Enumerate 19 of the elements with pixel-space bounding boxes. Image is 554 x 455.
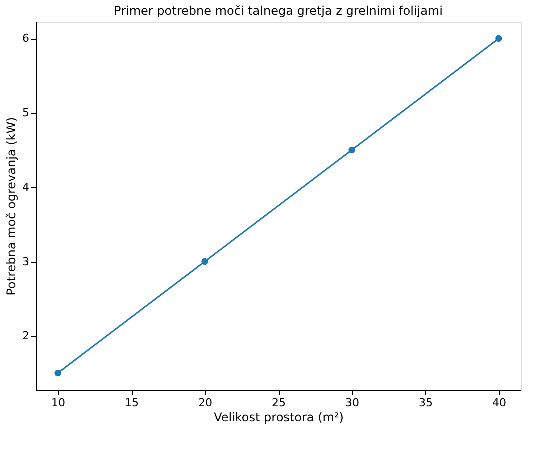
y-tick-label: 2	[22, 330, 30, 343]
y-tick-label: 6	[22, 32, 30, 46]
x-tick-label: 15	[125, 396, 140, 410]
point	[202, 258, 208, 266]
x-tick-label: 10	[52, 396, 66, 410]
point	[496, 35, 502, 42]
x-tick-label: 20	[198, 396, 213, 410]
chart-title: Primer potrebne moči talnega gretja z grelnimi folijami	[114, 4, 443, 18]
y-tick-label: 3	[22, 255, 30, 268]
x-axis-title: Velikost prostora (m²)	[214, 410, 344, 424]
point	[348, 146, 356, 154]
x-tick-label: 35	[418, 396, 433, 410]
x-tick-label: 40	[492, 396, 506, 410]
y-tick-label: 4	[22, 180, 30, 194]
x-tick-label: 30	[345, 396, 360, 410]
point	[54, 370, 62, 377]
y-tick-label: 5	[22, 106, 30, 120]
x-tick-label: 25	[272, 396, 286, 410]
y-axis-title: Potrebna moč ogrevanja (kW)	[4, 117, 18, 296]
